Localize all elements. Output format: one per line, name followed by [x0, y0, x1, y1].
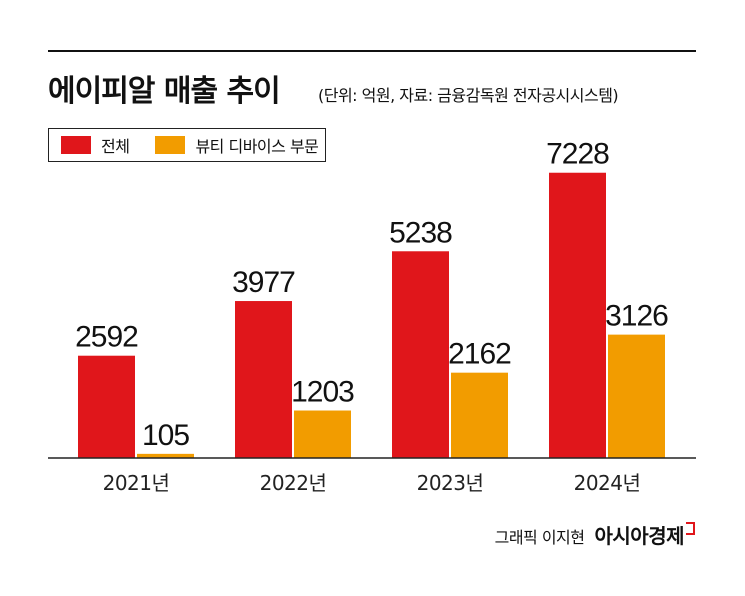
legend-item-beauty-device: 뷰티 디바이스 부문: [155, 133, 319, 157]
data-label-total-3: 5238: [389, 216, 452, 249]
data-label-total-4: 7228: [546, 138, 609, 171]
credit-author: 그래픽 이지현: [494, 528, 585, 547]
bar-total-3: [392, 251, 449, 458]
brand-mark-icon: [686, 522, 695, 535]
credit-brand: 아시아경제: [594, 524, 685, 548]
legend: 전체 뷰티 디바이스 부문: [48, 128, 326, 162]
legend-swatch-beauty-device: [155, 136, 186, 154]
data-label-beauty-device-2: 1203: [291, 376, 354, 409]
bar-total-1: [78, 355, 135, 458]
legend-swatch-total: [61, 136, 91, 154]
legend-label-total: 전체: [101, 137, 130, 156]
data-label-total-1: 2592: [75, 321, 138, 354]
bar-beauty-device-2: [294, 410, 351, 458]
legend-label-beauty-device: 뷰티 디바이스 부문: [195, 137, 319, 156]
x-tick-label-1: 2021년: [103, 471, 170, 495]
bar-beauty-device-4: [608, 334, 665, 458]
bar-total-2: [235, 301, 292, 458]
bar-beauty-device-1: [137, 453, 194, 458]
x-tick-label-4: 2024년: [574, 471, 641, 495]
chart-subtitle: (단위: 억원, 자료: 금융감독원 전자공시시스템): [318, 86, 619, 105]
chart-title: 에이피알 매출 추이: [48, 74, 281, 109]
legend-item-total: 전체: [61, 133, 130, 157]
data-label-total-2: 3977: [232, 266, 295, 299]
credit: 그래픽 이지현 아시아경제: [495, 520, 695, 549]
data-label-beauty-device-4: 3126: [605, 300, 668, 333]
bar-beauty-device-3: [451, 372, 508, 458]
x-tick-label-3: 2023년: [417, 471, 484, 495]
data-label-beauty-device-1: 105: [142, 419, 189, 452]
bar-total-4: [549, 172, 606, 459]
x-tick-label-2: 2022년: [260, 471, 327, 495]
top-rule: [48, 50, 696, 52]
data-label-beauty-device-3: 2162: [448, 338, 511, 371]
